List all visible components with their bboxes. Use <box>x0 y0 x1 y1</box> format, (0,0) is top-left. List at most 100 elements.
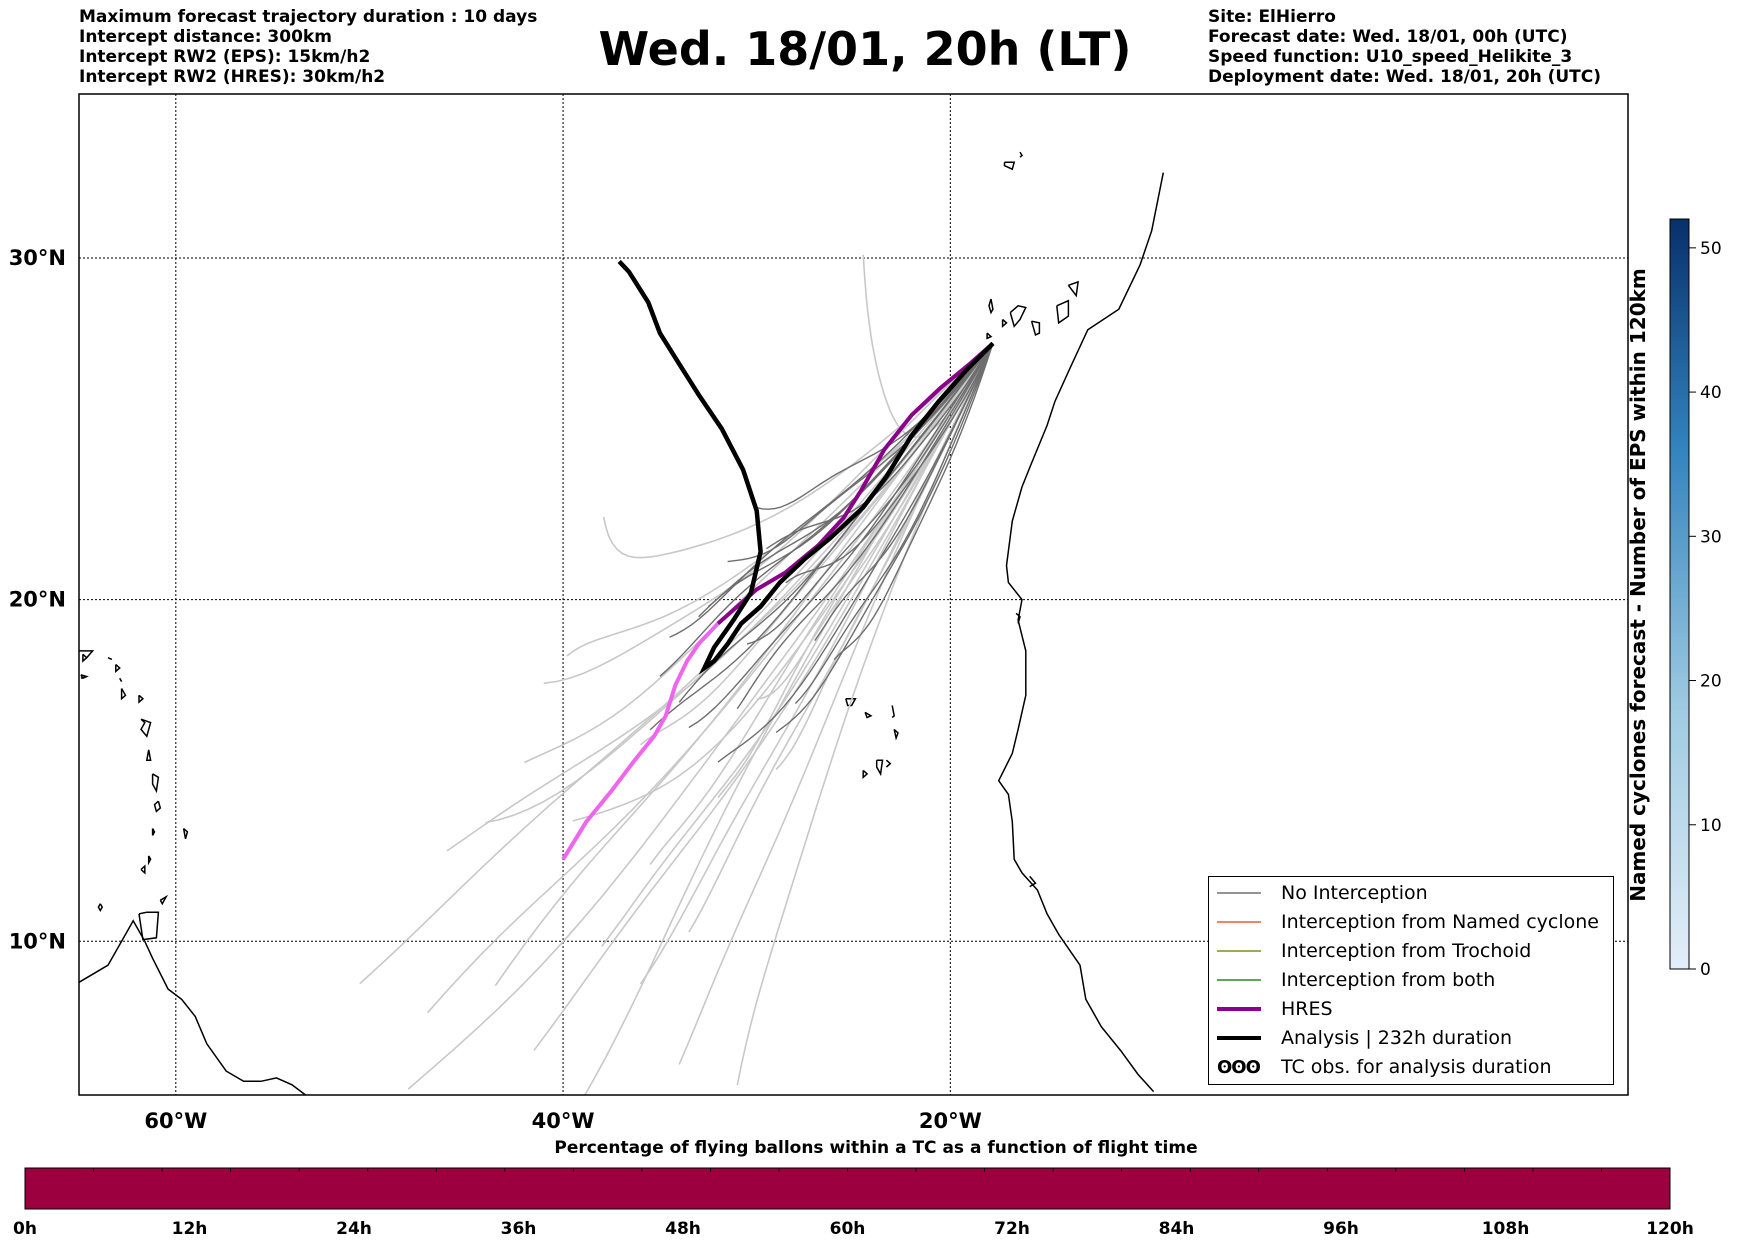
graticule <box>79 94 1628 1095</box>
legend-item-both: Interception from both <box>1217 967 1495 993</box>
flight-time-tick-label: 96h <box>1323 1219 1359 1239</box>
coastline-segment <box>1003 161 1016 171</box>
legend: No Interception Interception from Named … <box>1208 876 1614 1085</box>
legend-item-hres: HRES <box>1217 996 1333 1022</box>
coastline-segment <box>140 864 146 875</box>
coastline-segment <box>875 759 884 777</box>
coastline-segment <box>862 769 869 779</box>
eps-trajectory-no-interception <box>814 343 994 641</box>
coastline-segment <box>145 749 152 761</box>
cyclone-colorbar-title: Named cyclones forecast - Number of EPS … <box>1626 268 1650 902</box>
cyclone-colorbar-tick-label: 40 <box>1700 383 1722 403</box>
coastline-segment <box>79 650 95 659</box>
cyclone-colorbar-tick-label: 10 <box>1700 816 1722 836</box>
cyclone-colorbar <box>1669 218 1690 970</box>
coastline-segment <box>1056 299 1070 325</box>
intercept-distance-text: Intercept distance: 300km <box>79 27 332 47</box>
cyclone-colorbar-ticks: 0 10 20 30 40 50 <box>1689 239 1722 980</box>
flight-time-colorbar <box>24 1167 1671 1210</box>
legend-item-tc-obs: ʘʘʘ TC obs. for analysis duration <box>1217 1054 1552 1080</box>
flight-time-colorbar-title: Percentage of flying ballons within a TC… <box>554 1138 1198 1158</box>
hres-trajectory <box>716 341 995 626</box>
lat-tick-label: 20°N <box>9 588 66 612</box>
coastline-segment <box>138 694 145 704</box>
coastline-segment <box>119 677 123 682</box>
coastline-segment <box>1029 875 1037 888</box>
flight-time-tick-label: 24h <box>336 1219 372 1239</box>
coastline-segment <box>1030 320 1041 336</box>
coastline-segment <box>151 828 156 836</box>
longitude-tick-labels: 60°W 40°W 20°W <box>144 1109 981 1133</box>
header-left: Maximum forecast trajectory duration : 1… <box>79 7 537 87</box>
eps-trajectory-no-interception <box>775 343 994 734</box>
coastline-segment <box>147 855 152 866</box>
eps-trajectory-no-interception <box>746 343 994 645</box>
coastline-segment <box>120 688 127 701</box>
intercept-hres-text: Intercept RW2 (HRES): 30km/h2 <box>79 67 386 87</box>
eps-trajectory <box>533 343 994 1051</box>
legend-label: Interception from both <box>1281 969 1496 991</box>
speed-function-text: Speed function: U10_speed_Helikite_3 <box>1208 47 1573 67</box>
coastline-segment <box>988 298 994 315</box>
deployment-date-text: Deployment date: Wed. 18/01, 20h (UTC) <box>1208 67 1602 87</box>
tc-obs-symbol: ʘʘʘ <box>1217 1056 1261 1078</box>
cyclone-colorbar-tick-label: 20 <box>1700 672 1722 692</box>
eps-trajectory-no-interception <box>688 343 994 729</box>
eps-trajectory <box>649 342 994 865</box>
coastline-segment <box>893 728 899 741</box>
coastline-segment <box>107 657 113 661</box>
eps-trajectory-no-interception <box>794 343 994 704</box>
coastline-segment <box>1067 280 1080 298</box>
coastline-segment <box>1001 318 1008 328</box>
figure-title: Wed. 18/01, 20h (LT) <box>598 22 1132 76</box>
coastline-segment <box>1019 151 1023 158</box>
cyclone-colorbar-tick-label: 30 <box>1700 527 1722 547</box>
cyclone-colorbar-tick-label: 50 <box>1700 239 1722 259</box>
flight-time-tick-label: 36h <box>501 1219 537 1239</box>
intercept-eps-text: Intercept RW2 (EPS): 15km/h2 <box>79 47 371 67</box>
eps-trajectory-no-interception <box>649 342 994 731</box>
eps-trajectory-no-interception <box>785 343 994 584</box>
coastline-segment <box>182 827 189 839</box>
coastline-segment <box>159 894 169 906</box>
lon-tick-label: 20°W <box>919 1109 982 1133</box>
flight-time-tick-label: 0h <box>13 1219 37 1239</box>
header-right: Site: ElHierro Forecast date: Wed. 18/01… <box>1208 7 1601 87</box>
coastline-segment <box>97 903 104 913</box>
coastlines <box>79 151 1165 1095</box>
flight-time-tick-label: 84h <box>1159 1219 1195 1239</box>
coastline-segment <box>115 663 121 674</box>
eps-trajectory-no-interception <box>717 343 994 763</box>
eps-trajectory <box>602 342 994 559</box>
map-frame <box>78 93 1629 1096</box>
flight-time-tick-label: 72h <box>994 1219 1030 1239</box>
flight-time-tick-label: 120h <box>1646 1219 1694 1239</box>
coastline-segment <box>80 675 87 679</box>
legend-item-trochoid: Interception from Trochoid <box>1217 938 1531 964</box>
eps-trajectory-no-interception <box>833 343 994 661</box>
eps-trajectory-no-interception <box>659 342 994 677</box>
coastline-segment <box>885 759 892 768</box>
legend-label: Analysis | 232h duration <box>1281 1027 1513 1049</box>
legend-item-analysis: Analysis | 232h duration <box>1217 1025 1512 1051</box>
flight-time-tick-label: 12h <box>172 1219 208 1239</box>
coastline-segment <box>138 911 160 941</box>
coastline-segment <box>153 800 162 813</box>
legend-label: No Interception <box>1281 882 1428 904</box>
max-duration-text: Maximum forecast trajectory duration : 1… <box>79 7 538 27</box>
coastline-segment <box>140 718 152 738</box>
coastline-segment <box>82 653 88 663</box>
legend-label: Interception from Named cyclone <box>1281 911 1599 933</box>
eps-trajectory <box>572 343 994 822</box>
latitude-tick-labels: 30°N 20°N 10°N <box>9 246 66 953</box>
eps-trajectory <box>756 343 994 701</box>
coastline-segment <box>151 773 160 794</box>
cyclone-colorbar-tick-label: 0 <box>1700 960 1711 980</box>
eps-trajectory <box>543 342 994 685</box>
legend-item-no-interception: No Interception <box>1217 880 1428 906</box>
eps-trajectories-no-interception <box>649 342 994 763</box>
analysis-trajectory <box>617 259 995 675</box>
eps-trajectories-faded <box>359 254 994 1095</box>
coastline-segment <box>79 919 306 1095</box>
